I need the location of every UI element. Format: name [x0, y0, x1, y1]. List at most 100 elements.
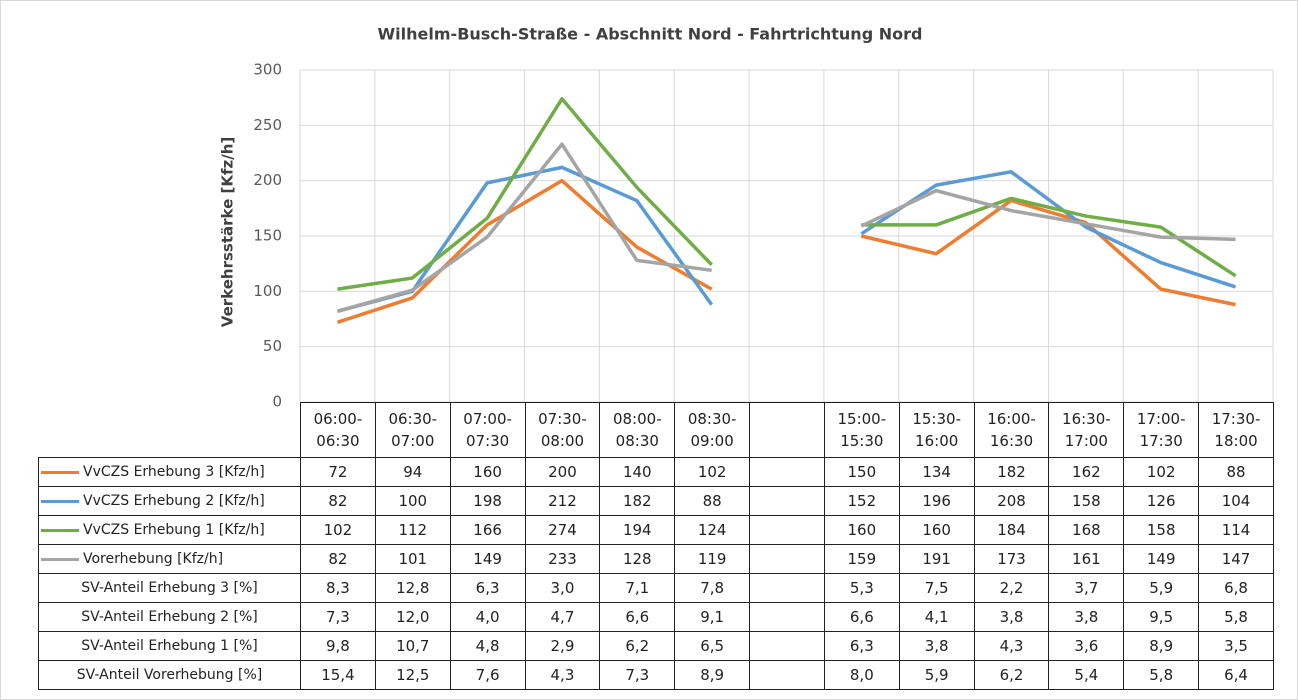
- row-label: SV-Anteil Vorerhebung [%]: [38, 660, 301, 690]
- series-line: [336, 178, 1236, 324]
- value-cell: [749, 515, 825, 545]
- legend-swatch: [41, 499, 79, 503]
- legend-entry: VvCZS Erhebung 3 [Kfz/h]: [38, 457, 301, 487]
- value-cell: 12,5: [374, 660, 451, 690]
- value-cell: 7,5: [898, 573, 975, 603]
- value-cell: 82: [300, 486, 376, 516]
- category-label: 08:30-09:00: [674, 402, 751, 458]
- legend-label: VvCZS Erhebung 2 [Kfz/h]: [83, 493, 265, 509]
- legend-swatch: [41, 470, 79, 474]
- value-cell: 7,6: [449, 660, 526, 690]
- value-cell: 212: [524, 486, 601, 516]
- value-cell: 102: [1123, 457, 1200, 487]
- category-label: 16:00-16:30: [973, 402, 1050, 458]
- value-cell: 7,8: [674, 573, 751, 603]
- chart-title: Wilhelm-Busch-Straße - Abschnitt Nord - …: [378, 25, 923, 44]
- value-cell: 126: [1123, 486, 1200, 516]
- value-cell: 182: [599, 486, 676, 516]
- category-label: 15:00-15:30: [823, 402, 900, 458]
- value-cell: 6,2: [973, 660, 1050, 690]
- value-cell: 158: [1123, 515, 1200, 545]
- value-cell: 198: [449, 486, 526, 516]
- value-cell: 158: [1048, 486, 1125, 516]
- y-tick-label: 0: [272, 393, 282, 411]
- value-cell: [749, 573, 825, 603]
- value-cell: 134: [898, 457, 975, 487]
- value-cell: 4,8: [449, 631, 526, 661]
- value-cell: [749, 457, 825, 487]
- value-cell: 160: [823, 515, 900, 545]
- value-cell: 149: [1123, 544, 1200, 574]
- value-cell: 9,1: [674, 602, 751, 632]
- value-cell: 112: [374, 515, 451, 545]
- row-label: SV-Anteil Erhebung 3 [%]: [38, 573, 301, 603]
- value-cell: 160: [898, 515, 975, 545]
- value-cell: 12,0: [374, 602, 451, 632]
- value-cell: 4,7: [524, 602, 601, 632]
- value-cell: 6,6: [599, 602, 676, 632]
- value-cell: 173: [973, 544, 1050, 574]
- value-cell: 7,1: [599, 573, 676, 603]
- value-cell: 6,4: [1198, 660, 1274, 690]
- value-cell: 4,0: [449, 602, 526, 632]
- category-label: 16:30-17:00: [1048, 402, 1125, 458]
- value-cell: 6,2: [599, 631, 676, 661]
- value-cell: 161: [1048, 544, 1125, 574]
- value-cell: 5,4: [1048, 660, 1125, 690]
- legend-label: VvCZS Erhebung 1 [Kfz/h]: [83, 522, 265, 538]
- value-cell: 114: [1198, 515, 1274, 545]
- value-cell: 10,7: [374, 631, 451, 661]
- value-cell: 182: [973, 457, 1050, 487]
- value-cell: 7,3: [599, 660, 676, 690]
- value-cell: 6,6: [823, 602, 900, 632]
- value-cell: 8,9: [674, 660, 751, 690]
- value-cell: 94: [374, 457, 451, 487]
- y-tick-label: 300: [253, 61, 282, 79]
- legend-entry: VvCZS Erhebung 2 [Kfz/h]: [38, 486, 301, 516]
- row-label: SV-Anteil Erhebung 2 [%]: [38, 602, 301, 632]
- category-label: 15:30-16:00: [898, 402, 975, 458]
- value-cell: 100: [374, 486, 451, 516]
- y-tick-label: 250: [253, 116, 282, 134]
- category-label: 17:00-17:30: [1123, 402, 1200, 458]
- category-label: 08:00-08:30: [599, 402, 676, 458]
- series-row: VvCZS Erhebung 2 [Kfz/h] 82 100 198 212 182 88…: [38, 486, 1274, 516]
- value-cell: 196: [898, 486, 975, 516]
- value-cell: [749, 631, 825, 661]
- legend-entry: Vorerhebung [Kfz/h]: [38, 544, 301, 574]
- value-cell: 5,3: [823, 573, 900, 603]
- data-table: 06:00-06:30 06:30-07:00 07:00-07:30 07:30-0…: [38, 402, 1274, 690]
- value-cell: 6,3: [449, 573, 526, 603]
- value-cell: 2,2: [973, 573, 1050, 603]
- value-cell: 101: [374, 544, 451, 574]
- legend-swatch: [41, 528, 79, 532]
- value-cell: 5,9: [1123, 573, 1200, 603]
- y-tick-label: 150: [253, 227, 282, 245]
- value-cell: 168: [1048, 515, 1125, 545]
- value-cell: 4,3: [524, 660, 601, 690]
- value-cell: 150: [823, 457, 900, 487]
- value-cell: 3,6: [1048, 631, 1125, 661]
- value-cell: 147: [1198, 544, 1274, 574]
- value-cell: 9,5: [1123, 602, 1200, 632]
- value-cell: 3,7: [1048, 573, 1125, 603]
- value-cell: 102: [300, 515, 376, 545]
- series-row: Vorerhebung [Kfz/h] 82 101 149 233 128 119 159 1…: [38, 544, 1274, 574]
- value-cell: 2,9: [524, 631, 601, 661]
- value-cell: 128: [599, 544, 676, 574]
- value-cell: 7,3: [300, 602, 376, 632]
- table-row: SV-Anteil Erhebung 1 [%] 9,8 10,7 4,8 2,9 6,2…: [38, 631, 1274, 661]
- value-cell: 88: [674, 486, 751, 516]
- legend-label: Vorerhebung [Kfz/h]: [83, 551, 224, 567]
- series-row: VvCZS Erhebung 1 [Kfz/h] 102 112 166 274 194 1…: [38, 515, 1274, 545]
- value-cell: 274: [524, 515, 601, 545]
- value-cell: [749, 486, 825, 516]
- value-cell: 8,0: [823, 660, 900, 690]
- value-cell: [749, 660, 825, 690]
- value-cell: 6,5: [674, 631, 751, 661]
- blank-cell: [38, 402, 301, 458]
- legend-swatch: [41, 557, 79, 561]
- y-tick-label: 100: [253, 282, 282, 300]
- value-cell: 119: [674, 544, 751, 574]
- category-label: 07:00-07:30: [449, 402, 526, 458]
